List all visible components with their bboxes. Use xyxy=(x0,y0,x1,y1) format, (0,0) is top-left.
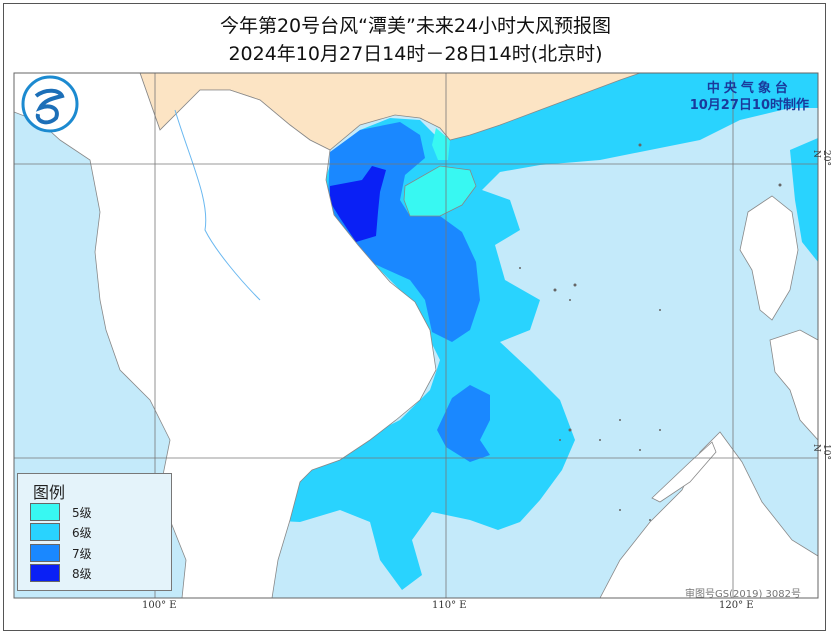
legend-item-7: 7级 xyxy=(30,543,92,563)
map-frame xyxy=(13,72,819,599)
borneo-land xyxy=(599,431,818,598)
legend-item-8: 8级 xyxy=(30,563,92,583)
cma-logo-icon xyxy=(21,75,79,133)
map-subtitle: 2024年10月27日14时－28日14时(北京时) xyxy=(228,43,603,65)
wind-zone-8 xyxy=(330,166,386,242)
legend-swatch xyxy=(30,523,60,541)
lon-label-100e: 100° E xyxy=(142,600,177,611)
wind-zone-5 xyxy=(403,165,477,217)
legend-label: 7级 xyxy=(72,546,92,561)
legend-item-6: 6级 xyxy=(30,522,92,542)
legend-swatch xyxy=(30,503,60,521)
philippines-south-land xyxy=(769,329,818,441)
islands xyxy=(519,143,782,521)
palawan-land xyxy=(651,441,717,503)
lon-label-120e: 120° E xyxy=(719,600,754,611)
lat-label-20n: 20° N xyxy=(811,150,831,166)
legend-swatch xyxy=(30,564,60,582)
legend-label: 5级 xyxy=(72,505,92,520)
agency-name: 中央气象台 xyxy=(706,81,792,96)
river xyxy=(174,109,261,301)
lat-label-10n: 10° N xyxy=(811,444,831,460)
agency-label: 中央气象台 10月27日10时制作 xyxy=(690,80,809,114)
legend-item-5: 5级 xyxy=(30,502,92,522)
map-approval-number: 审图号GS(2019) 3082号 xyxy=(685,589,801,600)
legend-title: 图例 xyxy=(33,483,66,502)
legend-label: 6级 xyxy=(72,525,92,540)
lon-label-110e: 110° E xyxy=(432,600,467,611)
legend-label: 8级 xyxy=(72,566,92,581)
issue-time: 10月27日10时制作 xyxy=(689,98,809,113)
legend: 图例 5级 6级 7级 8级 xyxy=(17,473,172,591)
indochina-land xyxy=(14,73,437,598)
legend-swatch xyxy=(30,544,60,562)
figure-border xyxy=(3,3,826,631)
wind-zone-6-east xyxy=(790,138,818,262)
map-title: 今年第20号台风“潭美”未来24小时大风预报图 xyxy=(219,15,612,37)
wind-zone-5-strait xyxy=(432,128,450,160)
philippines-land xyxy=(739,195,799,321)
wind-zone-7-south xyxy=(437,385,490,462)
